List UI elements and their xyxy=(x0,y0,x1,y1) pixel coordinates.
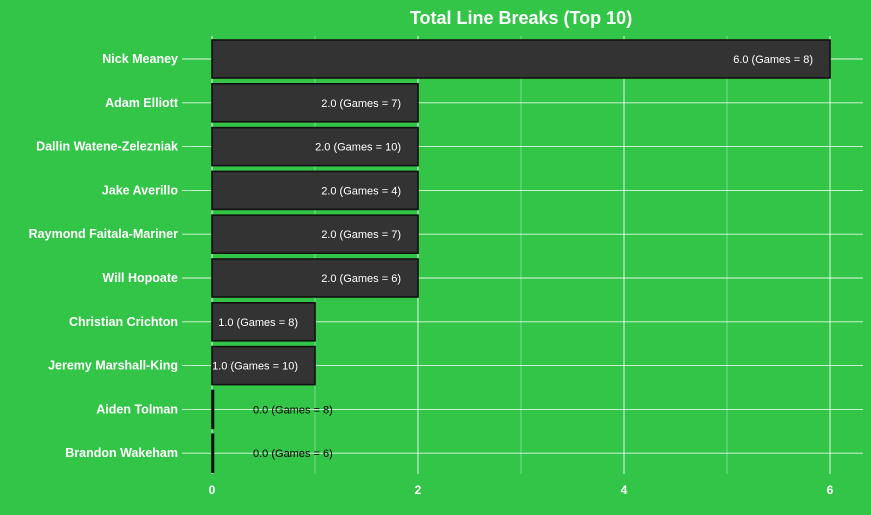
bar-value-label: 6.0 (Games = 8) xyxy=(733,54,813,66)
bar-value-label: 2.0 (Games = 6) xyxy=(321,273,401,285)
bars xyxy=(211,39,831,474)
x-tick-label: 2 xyxy=(415,483,422,497)
category-label: Adam Elliott xyxy=(105,96,179,110)
bar-labels: 6.0 (Games = 8) 2.0 (Games = 7) 2.0 (Games… xyxy=(212,54,813,460)
category-label: Nick Meaney xyxy=(102,52,178,66)
category-labels: Nick Meaney Adam Elliott Dallin Watene-Zel… xyxy=(29,52,179,460)
bar xyxy=(211,126,419,167)
bar xyxy=(211,345,316,386)
bar xyxy=(211,214,419,254)
bar-value-label: 2.0 (Games = 4) xyxy=(321,185,401,197)
bar xyxy=(211,39,831,79)
x-axis-ticks: 0 2 4 6 xyxy=(209,483,834,497)
bar-value-label: 0.0 (Games = 6) xyxy=(253,448,333,460)
category-label: Dallin Watene-Zelezniak xyxy=(36,140,178,154)
bar xyxy=(211,83,419,123)
bar-value-label: 1.0 (Games = 8) xyxy=(218,317,298,329)
category-label: Jeremy Marshall-King xyxy=(48,359,178,373)
bar xyxy=(211,301,316,342)
category-label: Aiden Tolman xyxy=(96,402,178,416)
category-label: Christian Crichton xyxy=(69,315,178,329)
x-tick-label: 0 xyxy=(209,483,216,497)
bar xyxy=(211,170,419,211)
bar-value-label: 1.0 (Games = 10) xyxy=(212,361,298,373)
bar-value-label: 0.0 (Games = 8) xyxy=(253,404,333,416)
bar-value-label: 2.0 (Games = 7) xyxy=(321,98,401,110)
bar xyxy=(211,433,215,474)
bar xyxy=(211,258,419,298)
chart-title: Total Line Breaks (Top 10) xyxy=(410,8,632,28)
bar-value-label: 2.0 (Games = 7) xyxy=(321,229,401,241)
category-label: Jake Averillo xyxy=(102,183,179,197)
bar xyxy=(211,389,215,430)
category-label: Brandon Wakeham xyxy=(65,446,178,460)
x-tick-label: 4 xyxy=(621,483,628,497)
bar-value-label: 2.0 (Games = 10) xyxy=(315,142,401,154)
x-tick-label: 6 xyxy=(827,483,834,497)
category-label: Will Hopoate xyxy=(102,271,178,285)
category-label: Raymond Faitala-Mariner xyxy=(29,227,178,241)
